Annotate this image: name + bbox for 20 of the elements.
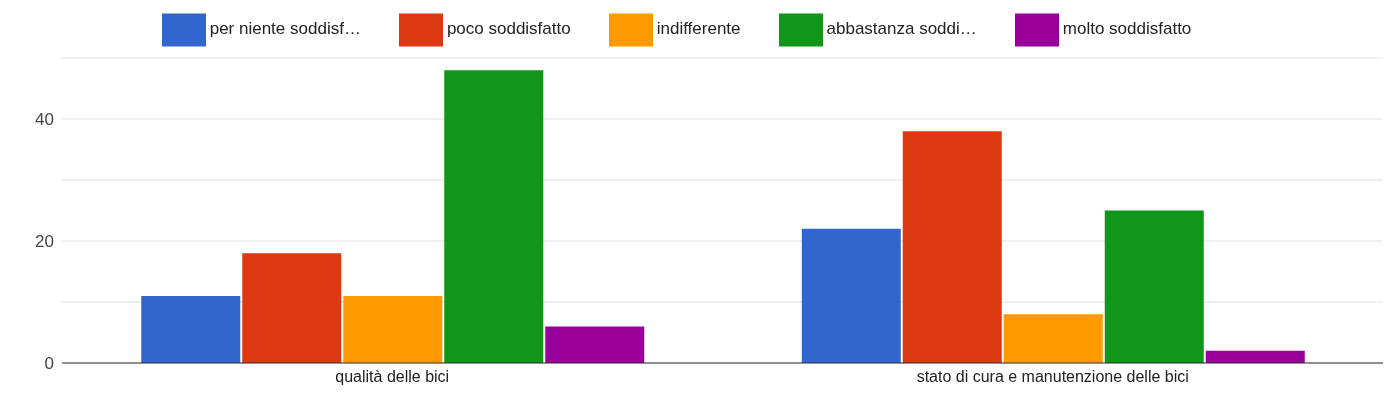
bar: [1003, 314, 1103, 363]
bar: [444, 70, 544, 363]
x-tick-label: qualità delle bici: [335, 368, 450, 386]
y-tick-label: 0: [44, 354, 54, 374]
legend-label: indifferente: [656, 19, 741, 39]
bar: [1104, 210, 1204, 363]
legend-label: molto soddisfatto: [1062, 19, 1192, 39]
legend-label: per niente soddisf…: [209, 19, 361, 39]
bar: [902, 131, 1002, 363]
bar: [801, 228, 901, 363]
y-tick-label: 20: [35, 232, 54, 252]
bar: [343, 295, 443, 363]
x-tick-label: stato di cura e manutenzione delle bici: [916, 368, 1189, 386]
y-tick-label: 40: [35, 110, 54, 130]
bar: [1205, 350, 1305, 363]
legend-label: poco soddisfatto: [446, 19, 571, 39]
bar: [141, 295, 241, 363]
bar: [545, 326, 645, 363]
legend-label: abbastanza soddi…: [826, 19, 977, 39]
bar: [242, 253, 342, 363]
